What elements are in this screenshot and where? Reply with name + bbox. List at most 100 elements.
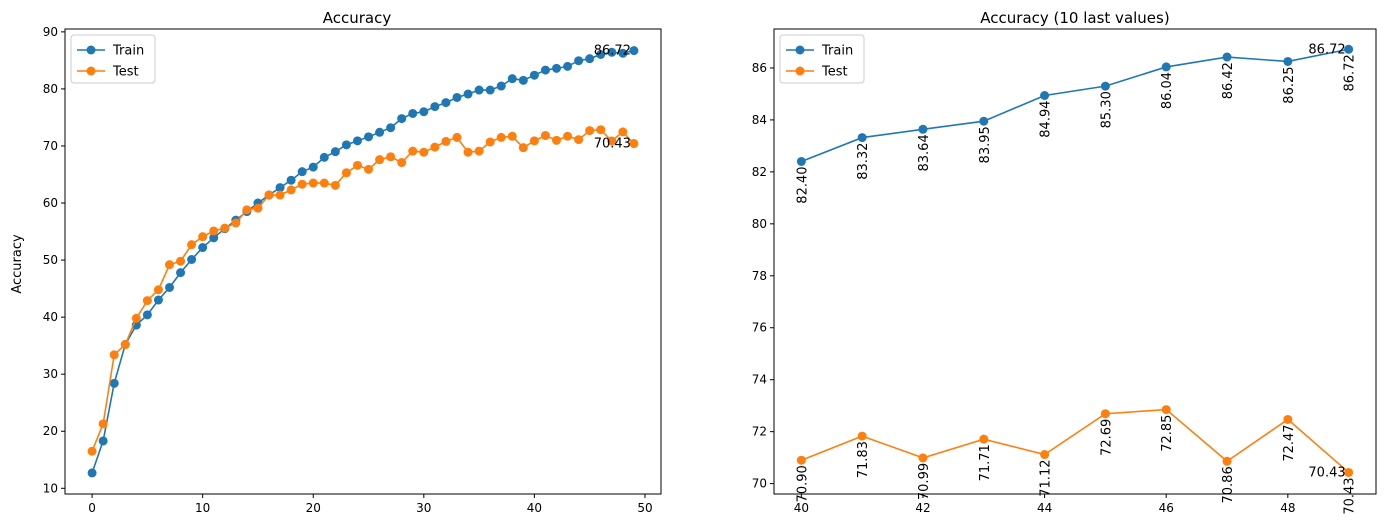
train-data-point <box>857 133 867 143</box>
y-tick-label: 40 <box>43 310 58 324</box>
x-tick-label: 48 <box>1280 501 1295 515</box>
legend-entry-label: Test <box>112 65 139 80</box>
test-data-point <box>164 260 174 270</box>
test-data-point <box>430 142 440 152</box>
legend-swatch-marker <box>795 45 805 55</box>
data-label: 84.94 <box>1039 101 1054 138</box>
y-tick-label: 74 <box>752 373 767 387</box>
y-tick-label: 50 <box>43 253 58 267</box>
test-data-point <box>242 205 252 215</box>
train-data-point <box>109 378 119 388</box>
test-data-point <box>552 135 562 145</box>
end-value-annotation: 86.72 <box>1308 42 1345 57</box>
data-label: 83.95 <box>978 126 993 163</box>
train-data-point <box>1161 62 1171 72</box>
test-data-point <box>231 218 241 228</box>
test-data-point <box>452 132 462 142</box>
chart-title: Accuracy (10 last values) <box>980 9 1169 27</box>
train-data-point <box>796 156 806 166</box>
train-data-point <box>1100 81 1110 91</box>
legend-entry-label: Test <box>821 65 848 80</box>
y-tick-label: 80 <box>752 217 767 231</box>
train-data-point <box>629 46 639 56</box>
y-tick-label: 10 <box>43 481 58 495</box>
test-data-point <box>918 453 928 463</box>
train-data-point <box>1040 91 1050 101</box>
data-label: 85.30 <box>1099 91 1114 128</box>
plot-area: 0 10 20 30 40 50 10 20 30 40 50 60 70 80 90 86.72 70.43 T… <box>43 25 662 515</box>
train-data-point <box>441 98 451 108</box>
test-data-point <box>1222 456 1232 466</box>
data-label: 86.04 <box>1160 72 1175 109</box>
test-series-line <box>91 128 635 452</box>
data-label: 72.85 <box>1160 415 1175 452</box>
data-label: 70.86 <box>1221 466 1236 503</box>
y-tick-label: 72 <box>752 425 767 439</box>
train-data-point <box>275 183 285 193</box>
test-data-point <box>87 446 97 456</box>
train-data-point <box>496 81 506 91</box>
test-data-point <box>585 126 595 136</box>
train-data-point <box>364 132 374 142</box>
test-data-point <box>1344 467 1354 477</box>
test-data-point <box>142 296 152 306</box>
test-data-point <box>120 340 130 350</box>
train-data-point <box>452 92 462 102</box>
test-data-point <box>463 147 473 157</box>
train-data-point <box>918 124 928 134</box>
test-data-point <box>198 232 208 242</box>
train-data-point <box>607 47 617 57</box>
train-data-point <box>585 54 595 64</box>
legend-entry-label: Train <box>112 44 144 59</box>
x-tick-label: 40 <box>527 501 542 515</box>
test-data-point <box>507 131 517 141</box>
train-data-point <box>209 233 219 243</box>
test-data-point <box>574 135 584 145</box>
train-data-point <box>142 310 152 320</box>
test-data-point <box>1283 414 1293 424</box>
test-data-point <box>275 190 285 200</box>
data-label: 86.25 <box>1282 66 1297 103</box>
test-data-point <box>397 158 407 168</box>
x-tick-label: 10 <box>195 501 210 515</box>
x-tick-label: 40 <box>794 501 809 515</box>
test-data-point <box>540 131 550 141</box>
test-data-point <box>563 131 573 141</box>
test-data-point <box>474 146 484 156</box>
axes-frame <box>773 28 1377 495</box>
train-series-line <box>801 48 1349 163</box>
test-data-point <box>1100 409 1110 419</box>
train-data-point <box>98 436 108 446</box>
last-values-panel: Accuracy (10 last values) 40 42 44 46 48 70 72… <box>752 9 1377 515</box>
test-data-point <box>364 164 374 174</box>
test-data-point <box>319 178 329 188</box>
data-label: 83.32 <box>856 143 871 180</box>
plot-area: 40 42 44 46 48 70 72 74 76 78 80 82 84 86 82.40 83.32 83… <box>752 28 1377 515</box>
x-tick-label: 30 <box>416 501 431 515</box>
y-tick-label: 90 <box>43 25 58 39</box>
y-tick-label: 78 <box>752 269 767 283</box>
test-data-point <box>286 185 296 195</box>
train-data-point <box>463 89 473 99</box>
train-data-point <box>563 61 573 71</box>
test-series-line <box>801 408 1350 474</box>
test-data-point <box>419 147 429 157</box>
test-data-point <box>308 178 318 188</box>
train-data-point <box>552 63 562 73</box>
test-data-point <box>352 160 362 170</box>
y-tick-label: 82 <box>752 165 767 179</box>
test-data-point <box>1040 450 1050 460</box>
y-axis-label: Accuracy <box>10 234 25 294</box>
data-label: 70.90 <box>795 465 810 502</box>
x-tick-label: 44 <box>1037 501 1052 515</box>
chart-title: Accuracy <box>323 9 392 27</box>
test-data-point <box>629 139 639 149</box>
legend-swatch-marker <box>86 66 96 76</box>
legend-entry-label: Train <box>821 44 853 59</box>
accuracy-panel: Accuracy Accuracy 0 10 20 30 40 50 10 20 30 40 50 6… <box>10 9 662 515</box>
x-tick-label: 46 <box>1159 501 1174 515</box>
train-data-point <box>507 74 517 84</box>
test-data-point <box>607 136 617 146</box>
test-data-point <box>253 203 263 213</box>
test-data-point <box>297 179 307 189</box>
